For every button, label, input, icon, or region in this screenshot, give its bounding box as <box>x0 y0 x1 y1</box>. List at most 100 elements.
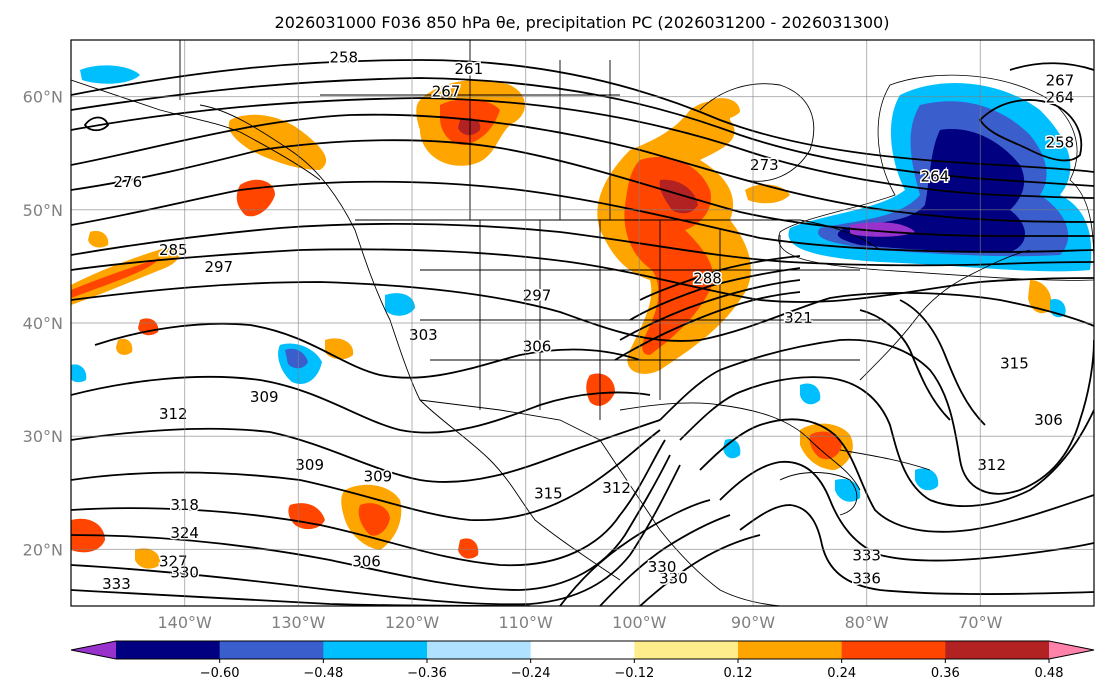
contour-line <box>899 299 986 426</box>
positive-anomaly-nw-dark <box>458 118 481 136</box>
negative-anomaly-gulf-coast <box>800 383 821 405</box>
lon-tick-label: 80°W <box>845 613 889 632</box>
contour-line <box>71 59 1094 173</box>
contour-line <box>619 279 801 341</box>
border-us-mexico <box>419 399 601 441</box>
contour-label: 309 <box>364 467 393 485</box>
contour-label: 309 <box>250 388 279 406</box>
contour-label: 267 <box>1046 71 1075 89</box>
contour-line <box>629 267 801 321</box>
colorbar-tick-label: 0.24 <box>827 666 856 681</box>
colorbar-segment <box>945 641 1050 659</box>
contour-label: 321 <box>784 309 813 327</box>
colorbar-segment <box>427 641 532 659</box>
contour-label: 288 <box>693 269 722 287</box>
contour-label: 330 <box>659 569 688 587</box>
coastline-alaska <box>71 79 321 181</box>
contour-label: 258 <box>329 49 358 67</box>
colorbar-segment <box>116 641 221 659</box>
contour-line <box>659 338 1094 495</box>
contour-label: 306 <box>1034 411 1063 429</box>
positive-anomaly-gulf-alaska <box>228 114 327 170</box>
negative-anomaly-yucatan <box>835 478 861 502</box>
contour-label: 264 <box>1046 88 1075 106</box>
colorbar-segment <box>323 641 428 659</box>
latitude-labels: 60°N 50°N 40°N 30°N 20°N <box>23 88 63 560</box>
lon-tick-label: 130°W <box>271 613 326 632</box>
contour-label: 312 <box>159 405 188 423</box>
positive-anomaly-gulf-red <box>809 431 842 460</box>
contour-label: 297 <box>204 258 233 276</box>
contour-line <box>71 248 1094 303</box>
contour-label: 306 <box>352 552 381 570</box>
gridlines <box>71 40 1094 606</box>
contour-label: 267 <box>432 83 461 101</box>
contour-line <box>71 77 1094 187</box>
contour-label: 297 <box>523 286 552 304</box>
colorbar-tick-label: −0.24 <box>511 666 551 681</box>
contour-line <box>1009 62 1094 71</box>
positive-anomaly-atlantic <box>1028 280 1052 314</box>
colorbar-segment <box>634 641 739 659</box>
contour-label: 312 <box>977 456 1006 474</box>
colorbar-segment <box>219 641 324 659</box>
contour-line <box>94 322 641 379</box>
contour-line <box>71 281 1094 342</box>
contour-line <box>71 464 681 606</box>
lat-tick-label: 20°N <box>23 540 63 559</box>
contour-line <box>559 499 711 606</box>
contour-label: 309 <box>295 456 324 474</box>
negative-anomaly-north <box>80 65 140 84</box>
contour-label: 315 <box>534 484 563 502</box>
positive-anomaly-texas <box>586 373 615 406</box>
contour-label: 333 <box>102 575 131 593</box>
positive-anomaly-small-7 <box>88 230 109 248</box>
coastline-yucatan <box>779 472 858 516</box>
negative-anomaly-small-west <box>71 364 87 383</box>
contour-line <box>739 504 1094 595</box>
lon-tick-label: 140°W <box>157 613 212 632</box>
contour-line <box>719 461 1094 562</box>
contour-line <box>978 99 1083 162</box>
coastline-hudson <box>699 83 815 182</box>
positive-anomaly-small-8 <box>116 338 133 355</box>
contour-label: 285 <box>159 241 188 259</box>
contour-line <box>614 291 801 361</box>
colorbar-tick-label: −0.36 <box>407 666 447 681</box>
contour-label: 306 <box>523 337 552 355</box>
map-title: 2026031000 F036 850 hPa θe, precipitatio… <box>275 13 890 32</box>
contour-line <box>699 418 1094 533</box>
colorbar-tick-label: −0.48 <box>303 666 343 681</box>
positive-anomaly-small-3 <box>458 538 479 559</box>
precipitation-shading <box>71 65 1094 569</box>
positive-anomaly-pacific-jet-red <box>71 258 160 298</box>
lon-tick-label: 70°W <box>958 613 1002 632</box>
contour-label: 276 <box>114 173 143 191</box>
map-panel[interactable]: 2582612672672642582732642762852972882973… <box>70 39 1095 607</box>
contour-label: 264 <box>921 168 950 186</box>
colorbar-extend-high <box>1049 641 1094 659</box>
colorbar-tick-label: 0.48 <box>1035 666 1064 681</box>
contour-label: 258 <box>1046 134 1075 152</box>
contour-label: 327 <box>159 552 188 570</box>
lon-tick-label: 100°W <box>612 613 667 632</box>
colorbar-segment <box>841 641 946 659</box>
longitude-labels: 140°W 130°W 120°W 110°W 100°W 90°W 80°W 70°W <box>157 613 1002 632</box>
lat-tick-label: 40°N <box>23 314 63 333</box>
colorbar-tick-label: −0.12 <box>614 666 654 681</box>
contour-label: 261 <box>455 60 484 78</box>
positive-anomaly-mexico-red <box>358 503 390 536</box>
positive-anomaly-small-6 <box>710 98 740 119</box>
negative-anomaly-pacific-2 <box>385 293 415 316</box>
colorbar-extend-low <box>71 641 116 659</box>
border-us-canada <box>355 219 881 251</box>
coastline-gulf <box>619 402 861 491</box>
contour-line <box>71 429 661 522</box>
contour-line <box>83 116 110 132</box>
coastline-west <box>199 104 621 581</box>
negative-anomaly-ne-outer <box>778 74 1094 281</box>
lon-tick-label: 120°W <box>385 613 440 632</box>
lat-tick-label: 30°N <box>23 427 63 446</box>
contour-label: 273 <box>750 156 779 174</box>
colorbar-tick-label: −0.60 <box>200 666 240 681</box>
